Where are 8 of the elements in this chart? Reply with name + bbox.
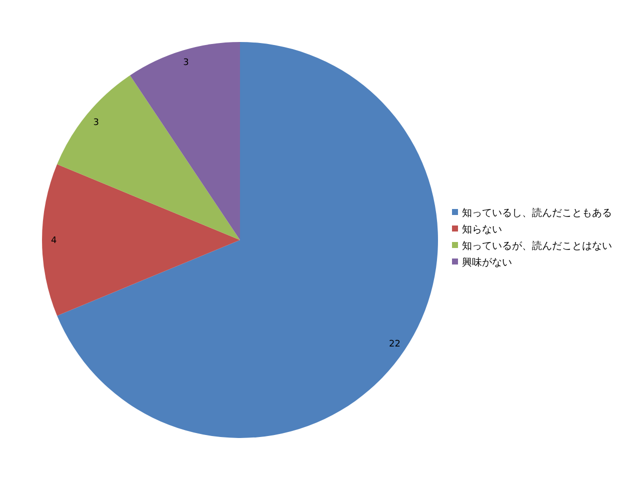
data-label: 4 — [51, 236, 58, 246]
data-label: 3 — [93, 118, 99, 128]
legend-label: 知っているし、読んだこともある — [462, 207, 612, 219]
data-label: 22 — [389, 339, 400, 350]
data-label: 3 — [183, 58, 189, 68]
legend-label: 興味がない — [462, 256, 512, 268]
legend-label: 知っているが、読んだことはない — [462, 240, 612, 252]
legend-label: 知らない — [462, 224, 502, 236]
